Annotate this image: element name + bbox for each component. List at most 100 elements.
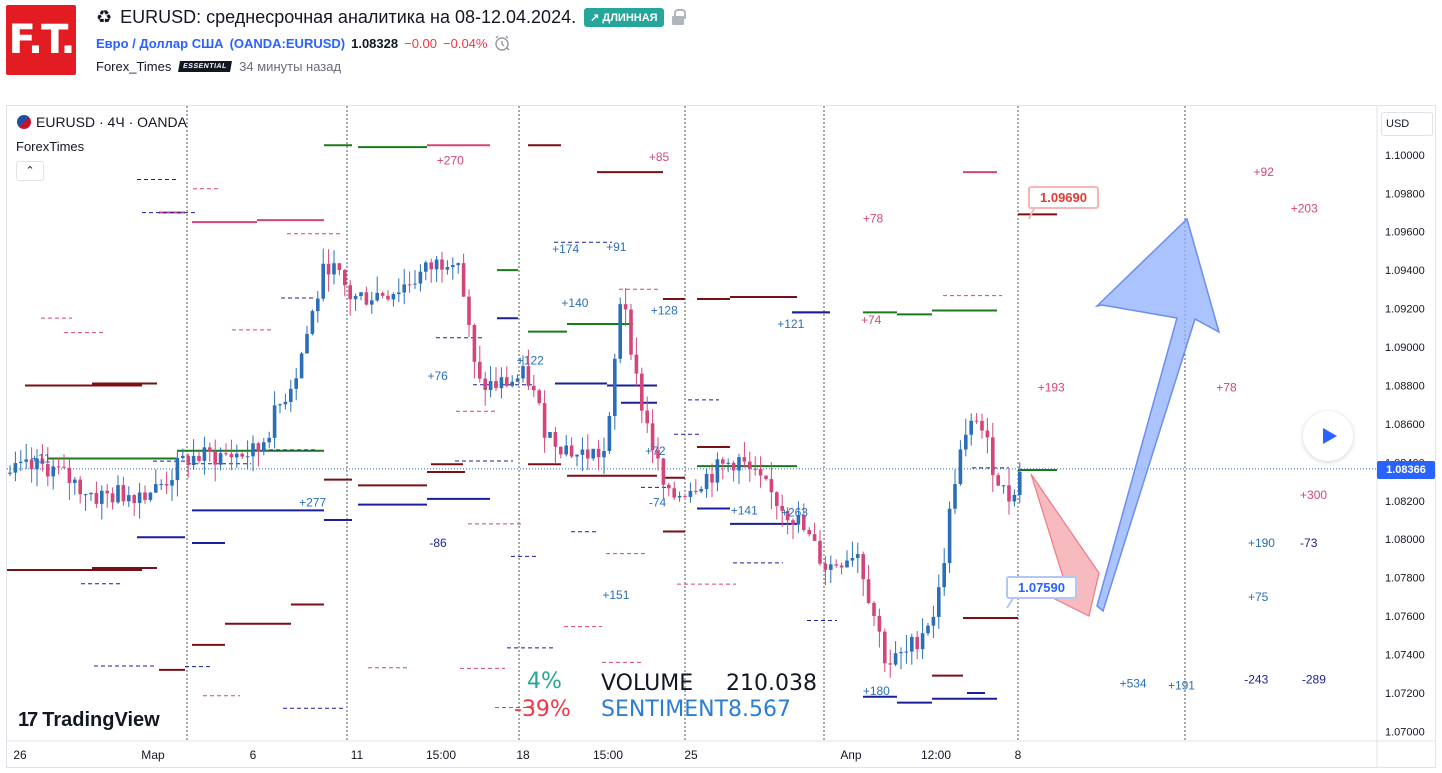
- published-time: 34 минуты назад: [239, 59, 342, 74]
- candle-body: [677, 495, 682, 498]
- candle-body: [958, 449, 963, 485]
- candle-body: [326, 263, 331, 275]
- candle-body: [866, 579, 871, 604]
- candle-body: [683, 495, 687, 497]
- candle-body: [715, 459, 720, 483]
- candle-body: [240, 453, 244, 457]
- candle-body: [667, 484, 671, 489]
- candle-body: [67, 467, 72, 483]
- candle-body: [893, 653, 898, 665]
- candle-body: [899, 652, 903, 654]
- candle-body: [748, 461, 752, 469]
- candle-body: [1012, 494, 1017, 502]
- candle-body: [737, 457, 741, 471]
- play-replay-button[interactable]: [1303, 411, 1353, 461]
- stat-pct-up: 4%: [527, 669, 562, 694]
- candle-body: [364, 292, 369, 305]
- candle-body: [143, 492, 147, 500]
- target-low-callout[interactable]: 1.07590: [1006, 576, 1077, 599]
- sentiment-label: SENTIMENT: [601, 697, 729, 722]
- candle-body: [532, 385, 536, 391]
- stat-pct-down: -39%: [514, 697, 571, 722]
- candle-body: [62, 466, 66, 468]
- current-price-tag: 1.08366: [1377, 461, 1435, 479]
- candle-body: [418, 271, 423, 284]
- candle-body: [780, 506, 784, 511]
- candle-body: [613, 358, 617, 416]
- indicator-name[interactable]: ForexTimes: [16, 139, 85, 154]
- candle-body: [877, 616, 882, 632]
- level-label: +151: [602, 588, 629, 602]
- candle-body: [46, 463, 50, 477]
- candle-body: [515, 378, 520, 382]
- candle-body: [753, 468, 757, 470]
- symbol-change: −0.00: [404, 35, 438, 51]
- symbol-change-pct: −0.04%: [443, 35, 488, 51]
- level-label: +78: [1216, 380, 1237, 394]
- level-label: +300: [1300, 488, 1327, 502]
- candle-body: [850, 558, 855, 561]
- tradingview-logo[interactable]: 17 TradingView: [18, 709, 160, 732]
- symbol-code-link[interactable]: (OANDA:EURUSD): [229, 35, 346, 51]
- candle-body: [564, 445, 568, 455]
- candle-body: [856, 554, 860, 559]
- candle-body: [445, 267, 450, 270]
- candle-body: [548, 432, 552, 438]
- candle-body: [634, 354, 639, 374]
- candle-body: [29, 459, 34, 470]
- candle-body: [802, 515, 806, 531]
- candle-body: [494, 381, 498, 389]
- candle-body: [910, 636, 914, 652]
- author-name-link[interactable]: Forex_Times: [96, 59, 172, 74]
- x-tick-label: 26: [13, 748, 27, 762]
- candle-body: [553, 432, 558, 447]
- candle-body: [969, 420, 973, 435]
- candle-body: [1001, 485, 1006, 487]
- level-label: -289: [1302, 673, 1326, 687]
- candle-body: [456, 263, 460, 266]
- level-label: +534: [1120, 676, 1147, 690]
- candle-body: [505, 377, 509, 386]
- candle-body: [407, 284, 412, 286]
- level-label: +277: [299, 496, 326, 510]
- collapse-indicators-button[interactable]: ⌃: [16, 161, 44, 181]
- candle-body: [829, 564, 833, 570]
- candle-body: [769, 479, 774, 493]
- candle-body: [845, 560, 849, 568]
- price-chart[interactable]: 1.10000 1.09800 1.09600 1.09400 1.09200 1.090…: [7, 106, 1435, 767]
- candle-body: [262, 442, 266, 452]
- candle-body: [116, 485, 120, 503]
- currency-button[interactable]: USD: [1381, 112, 1433, 136]
- candle-body: [661, 458, 666, 485]
- candle-body: [974, 420, 979, 422]
- y-tick-label: 1.07200: [1385, 688, 1425, 700]
- candle-body: [100, 490, 104, 504]
- candle-body: [299, 353, 304, 379]
- candle-body: [251, 443, 255, 457]
- level-label: +203: [1291, 202, 1318, 216]
- chart-container[interactable]: [6, 105, 1436, 768]
- level-label: -243: [1244, 673, 1268, 687]
- candle-body: [175, 457, 180, 481]
- y-tick-label: 1.07800: [1385, 573, 1425, 585]
- candle-body: [380, 292, 385, 296]
- forex-times-logo[interactable]: F.T.: [6, 5, 76, 75]
- candle-body: [294, 378, 298, 389]
- candle-body: [370, 300, 374, 305]
- symbol-name-link[interactable]: Евро / Доллар США: [96, 35, 224, 51]
- alarm-clock-icon[interactable]: [493, 34, 511, 52]
- level-label: -74: [649, 496, 667, 510]
- candle-body: [386, 295, 390, 300]
- candle-body: [710, 473, 714, 483]
- candle-body: [186, 455, 190, 466]
- candle-body: [721, 459, 725, 464]
- candle-body: [499, 377, 504, 389]
- legend-symbol[interactable]: EURUSD · 4Ч · OANDA: [36, 114, 187, 130]
- target-high-callout[interactable]: 1.09690: [1028, 186, 1099, 209]
- sentiment-value: 8.567: [728, 697, 791, 722]
- candle-body: [472, 325, 477, 362]
- candle-body: [580, 449, 585, 455]
- candle-body: [488, 381, 493, 391]
- candle-body: [764, 475, 768, 480]
- candle-body: [920, 633, 925, 650]
